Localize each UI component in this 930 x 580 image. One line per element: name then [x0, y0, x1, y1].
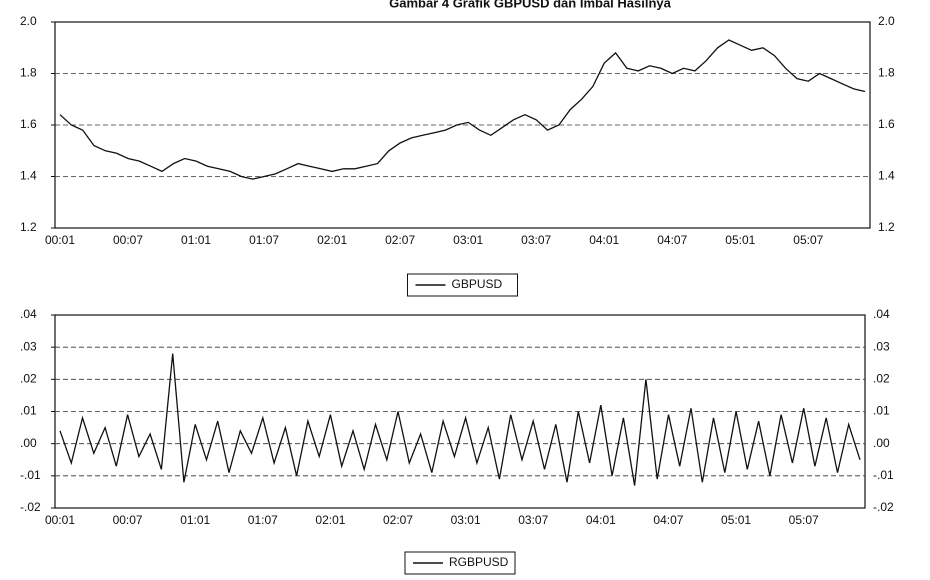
y-tick-label: .00 — [20, 436, 37, 450]
y-tick-label-right: 1.4 — [878, 169, 895, 183]
y-tick-label: 1.8 — [20, 66, 37, 80]
x-tick-label: 00:01 — [45, 513, 75, 527]
y-tick-label-right: 2.0 — [878, 14, 895, 28]
page-title: Gambar 4 Grafik GBPUSD dan Imbal Hasilny… — [389, 0, 672, 10]
x-tick-label: 00:01 — [45, 233, 75, 247]
y-tick-label-right: .01 — [873, 404, 890, 418]
y-tick-label: .04 — [20, 307, 37, 321]
x-tick-label: 02:01 — [315, 513, 345, 527]
y-tick-label-right: 1.2 — [878, 220, 895, 234]
x-tick-label: 01:01 — [181, 233, 211, 247]
data-line — [60, 354, 860, 486]
legend-label: GBPUSD — [452, 277, 503, 291]
x-tick-label: 02:07 — [383, 513, 413, 527]
page: Gambar 4 Grafik GBPUSD dan Imbal Hasilny… — [0, 0, 930, 580]
x-tick-label: 00:07 — [113, 513, 143, 527]
x-tick-label: 01:01 — [180, 513, 210, 527]
x-tick-label: 01:07 — [248, 513, 278, 527]
y-tick-label: 1.2 — [20, 220, 37, 234]
y-tick-label: 2.0 — [20, 14, 37, 28]
y-tick-label: .01 — [20, 404, 37, 418]
y-tick-label: -.01 — [20, 468, 41, 482]
x-tick-label: 03:07 — [521, 233, 551, 247]
x-tick-label: 05:01 — [721, 513, 751, 527]
x-tick-label: 01:07 — [249, 233, 279, 247]
x-tick-label: 04:07 — [657, 233, 687, 247]
data-line — [60, 40, 865, 179]
y-tick-label-right: .04 — [873, 307, 890, 321]
x-tick-label: 02:07 — [385, 233, 415, 247]
x-tick-label: 00:07 — [113, 233, 143, 247]
x-tick-label: 04:01 — [589, 233, 619, 247]
y-tick-label-right: 1.6 — [878, 117, 895, 131]
x-tick-label: 03:01 — [451, 513, 481, 527]
x-tick-label: 05:07 — [789, 513, 819, 527]
y-tick-label-right: .03 — [873, 339, 890, 353]
y-tick-label-right: -.02 — [873, 500, 894, 514]
legend-label: RGBPUSD — [449, 555, 509, 569]
y-tick-label: 1.4 — [20, 169, 37, 183]
y-tick-label-right: 1.8 — [878, 66, 895, 80]
y-tick-label-right: .02 — [873, 372, 890, 386]
x-tick-label: 02:01 — [317, 233, 347, 247]
y-tick-label-right: -.01 — [873, 468, 894, 482]
x-tick-label: 05:07 — [793, 233, 823, 247]
x-tick-label: 04:01 — [586, 513, 616, 527]
x-tick-label: 03:07 — [518, 513, 548, 527]
x-tick-label: 04:07 — [653, 513, 683, 527]
y-tick-label: -.02 — [20, 500, 41, 514]
y-tick-label: 1.6 — [20, 117, 37, 131]
x-tick-label: 03:01 — [453, 233, 483, 247]
y-tick-label: .02 — [20, 372, 37, 386]
x-tick-label: 05:01 — [725, 233, 755, 247]
y-tick-label-right: .00 — [873, 436, 890, 450]
y-tick-label: .03 — [20, 339, 37, 353]
